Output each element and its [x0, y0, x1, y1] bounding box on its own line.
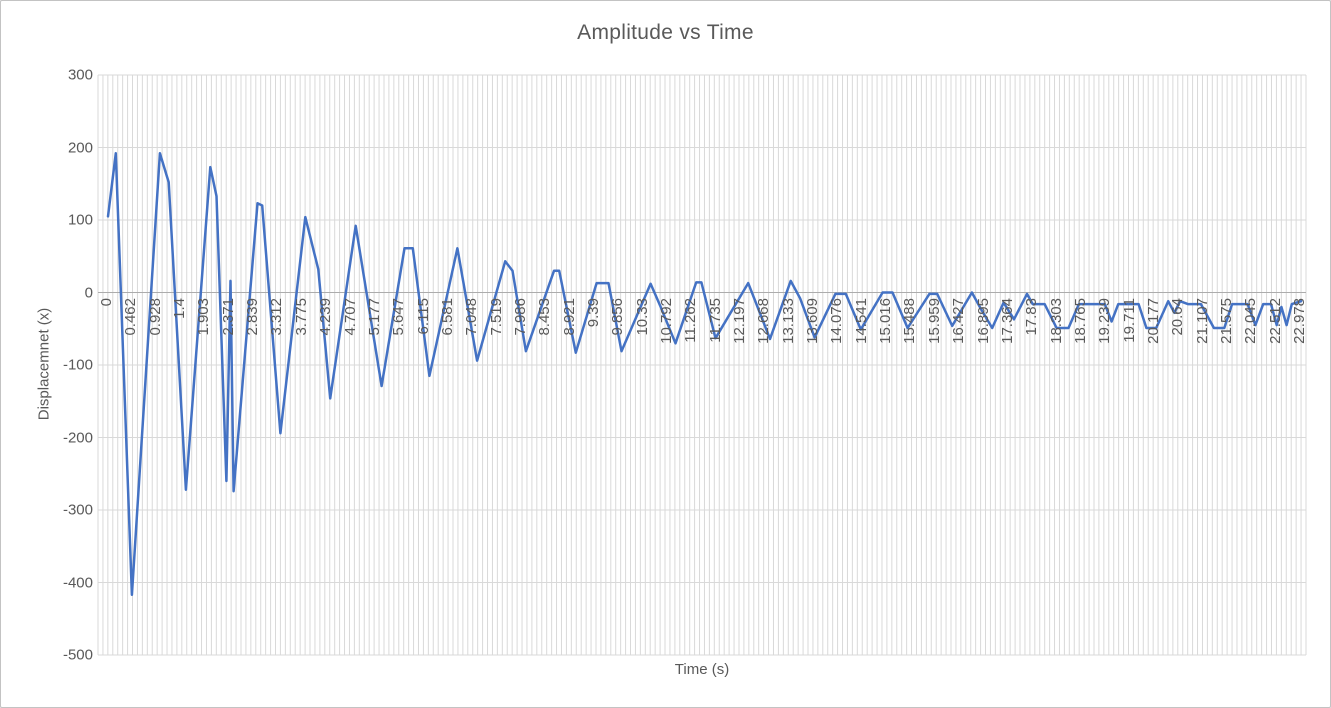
x-tick-label: 0: [98, 297, 115, 306]
x-tick-label: 15.488: [901, 297, 919, 344]
gridlines: [97, 74, 1307, 656]
x-tick-label: 19.239: [1096, 297, 1114, 344]
x-tick-label: 4.707: [341, 297, 359, 336]
x-tick-label: 20.177: [1144, 297, 1162, 344]
x-tick-label: 9.856: [609, 297, 627, 336]
x-tick-label: 7.048: [463, 297, 481, 336]
x-tick-label: 3.312: [268, 297, 286, 336]
x-tick-label: 22.045: [1242, 297, 1260, 344]
x-tick-label: 19.711: [1120, 297, 1138, 343]
x-tick-label: 12.197: [731, 297, 748, 344]
x-tick-label: 0.928: [146, 297, 164, 336]
x-tick-label: 11.735: [706, 297, 724, 343]
x-tick-label: 20.64: [1169, 297, 1187, 336]
x-tick-label: 8.921: [560, 297, 578, 336]
x-tick-label: 17.364: [998, 297, 1016, 344]
x-tick-label: 17.83: [1023, 297, 1041, 336]
x-tick-label: 22.978: [1291, 297, 1308, 344]
y-tick-label: -500: [62, 646, 93, 664]
x-tick-label: 18.303: [1047, 297, 1065, 344]
chart-title: Amplitude vs Time: [577, 21, 754, 44]
x-tick-label: 2.839: [244, 297, 262, 336]
x-tick-label: 7.986: [511, 297, 529, 336]
y-tick-label: 0: [84, 284, 93, 301]
y-tick-label: -100: [62, 356, 93, 374]
x-tick-label: 14.541: [852, 297, 870, 344]
x-tick-label: 0.462: [122, 297, 140, 336]
y-tick-label: 300: [67, 66, 93, 84]
y-tick-label: 200: [67, 139, 93, 156]
x-tick-label: 11.262: [682, 297, 700, 343]
x-tick-label: 7.519: [487, 297, 505, 336]
x-tick-label: 16.427: [950, 297, 968, 344]
x-tick-label: 22.512: [1266, 297, 1284, 344]
y-tick-label: 100: [67, 211, 93, 229]
x-tick-label: 1.903: [195, 297, 213, 336]
x-tick-label: 12.668: [755, 297, 773, 344]
x-tick-label: 4.239: [317, 297, 335, 336]
x-tick-label: 16.895: [974, 297, 992, 344]
x-tick-label: 13.609: [804, 297, 822, 344]
x-tick-label: 15.959: [925, 297, 943, 344]
x-tick-label: 6.115: [414, 297, 432, 334]
x-tick-label: 6.581: [438, 297, 456, 336]
x-tick-label: 21.575: [1218, 297, 1235, 344]
x-tick-label: 10.33: [633, 297, 651, 336]
x-tick-label: 18.765: [1071, 297, 1089, 344]
data-line: [106, 152, 1303, 597]
x-tick-label: 5.177: [365, 297, 383, 336]
x-tick-label: 3.775: [292, 297, 310, 336]
x-tick-label: 1.4: [171, 297, 188, 319]
x-tick-label: 14.076: [828, 297, 846, 344]
x-axis-title: Time (s): [674, 661, 730, 678]
x-tick-label: 5.647: [390, 297, 408, 336]
x-tick-label: 2.371: [219, 297, 237, 336]
y-tick-label: -200: [62, 429, 93, 446]
x-tick-label: 13.133: [779, 297, 797, 344]
x-tick-label: 8.453: [536, 297, 554, 336]
x-tick-label: 9.39: [584, 297, 602, 327]
x-tick-label: 21.107: [1193, 297, 1211, 344]
y-tick-label: -300: [62, 501, 93, 519]
x-tick-label: 15.016: [877, 297, 895, 344]
y-tick-label: -400: [62, 574, 93, 591]
x-tick-label: 10.792: [658, 297, 675, 344]
